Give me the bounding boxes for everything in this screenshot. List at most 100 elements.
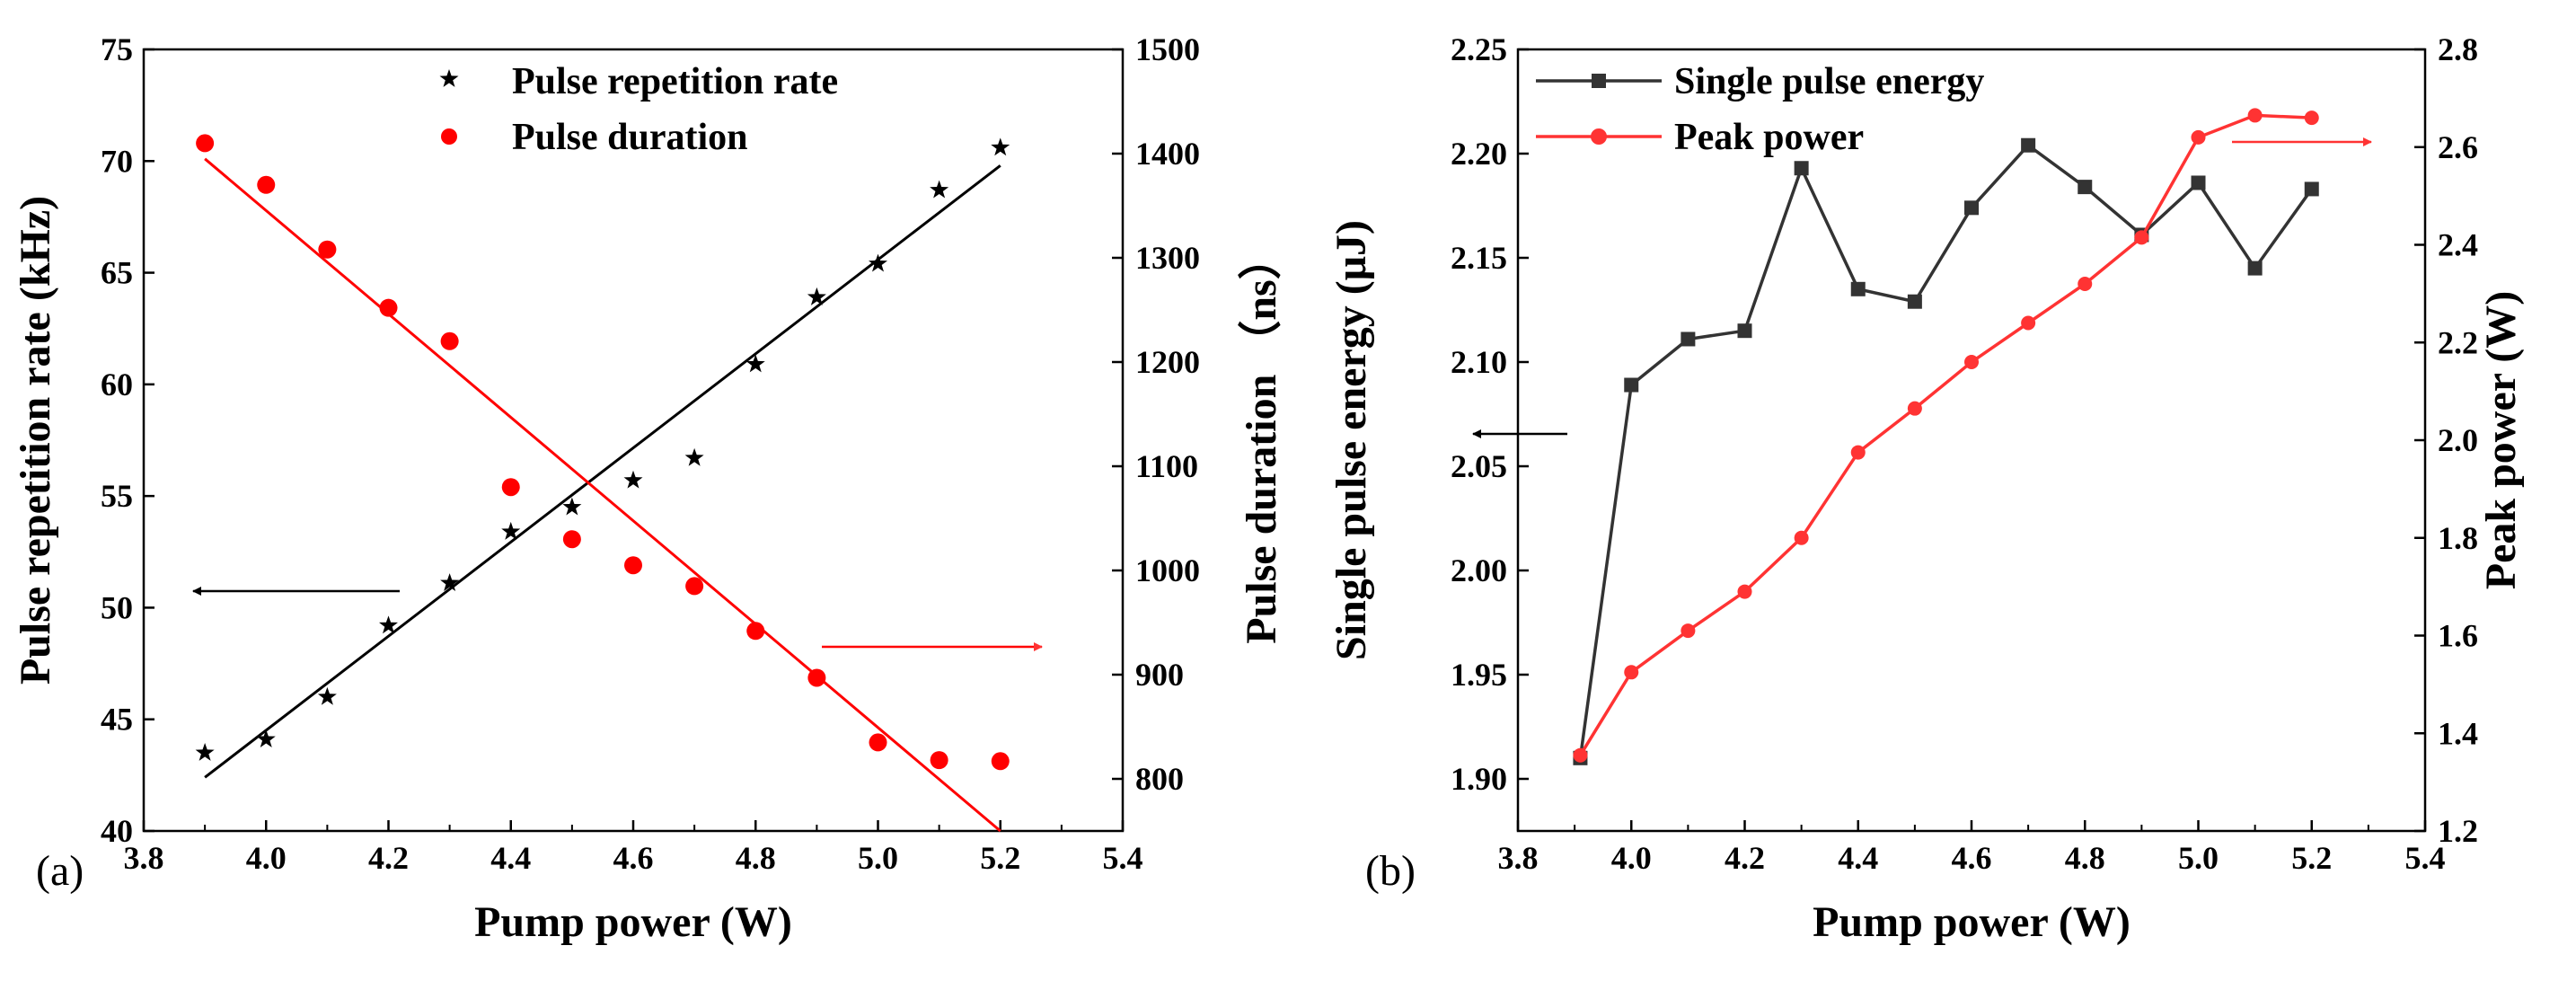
fit-line [204, 164, 1001, 779]
y2-tick-label: 2.0 [2438, 422, 2478, 458]
x-tick-label: 5.4 [2405, 840, 2446, 876]
legend-label: Peak power [1674, 117, 1864, 158]
panel-label: (b) [1365, 847, 1416, 895]
data-point [256, 729, 276, 747]
data-point [685, 577, 704, 596]
legend-label: Pulse repetition rate [512, 61, 838, 102]
x-tick-label: 4.6 [613, 840, 654, 876]
data-point [1624, 377, 1639, 393]
data-point [257, 175, 276, 194]
data-point [624, 556, 642, 575]
y2-tick-label: 1200 [1135, 344, 1200, 380]
data-point [1573, 747, 1588, 763]
series-line [1578, 113, 2312, 756]
data-point [2078, 277, 2093, 291]
data-point [2134, 230, 2149, 245]
legend-marker [1592, 74, 1606, 88]
data-point [746, 622, 765, 641]
x-tick-label: 3.8 [124, 840, 164, 876]
x-tick-label: 5.0 [858, 840, 898, 876]
data-point [318, 240, 337, 259]
y2-axis-label: Peak power (W) [2477, 291, 2525, 589]
y2-tick-label: 800 [1135, 761, 1184, 797]
data-point [2247, 261, 2263, 276]
y-tick-label: 45 [101, 702, 133, 738]
x-tick-label: 4.0 [1611, 840, 1652, 876]
x-tick-label: 4.0 [246, 840, 287, 876]
series-line [1578, 143, 2314, 759]
data-point [440, 331, 459, 350]
data-point [196, 134, 215, 153]
y2-axis-label: Pulse duration （ns） [1238, 236, 1285, 643]
data-point [2078, 180, 2093, 195]
data-point [684, 447, 704, 466]
y-tick-label: 65 [101, 255, 133, 291]
y-tick-label: 50 [101, 589, 133, 625]
x-tick-label: 5.4 [1103, 840, 1143, 876]
legend-label: Pulse duration [512, 117, 748, 158]
chart-panel-a: 3.8 4.0 4.2 4.4 4.6 4.8 5.0 5.2 5.4 40 45 50 55 60 65 7… [12, 31, 1285, 946]
plot-frame [142, 48, 1125, 833]
y-tick-label: 60 [101, 367, 133, 402]
data-point [1737, 323, 1752, 339]
plot-frame [1516, 48, 2427, 833]
data-point [2021, 137, 2036, 153]
data-point [745, 354, 765, 373]
y-tick-label: 2.20 [1451, 136, 1507, 172]
y2-tick-label: 1300 [1135, 240, 1200, 276]
data-point [2191, 175, 2206, 190]
y2-tick-label: 1100 [1135, 448, 1198, 484]
y-tick-label: 40 [101, 813, 133, 849]
data-point [869, 253, 887, 272]
y-tick-label: 2.05 [1451, 448, 1507, 484]
x-tick-label: 4.4 [490, 840, 531, 876]
y2-tick-label: 1.4 [2438, 715, 2478, 751]
y-tick-label: 2.25 [1451, 31, 1507, 67]
y2-tick-label: 1500 [1135, 31, 1200, 67]
chart-panel-b: 3.8 4.0 4.2 4.4 4.6 4.8 5.0 5.2 5.4 1.90 1.95 2.00 2… [1328, 31, 2525, 946]
legend-label: Single pulse energy [1674, 61, 1984, 102]
data-point [1794, 161, 1809, 176]
y-axis-label: Pulse repetition rate (kHz) [12, 196, 59, 685]
x-axis-label: Pump power (W) [1813, 898, 2130, 946]
y2-tick-label: 2.6 [2438, 129, 2478, 165]
data-point [1964, 355, 1979, 369]
data-point [2191, 129, 2206, 145]
x-tick-label: 4.2 [368, 840, 409, 876]
data-point [1681, 331, 1696, 347]
x-tick-label: 3.8 [1498, 840, 1539, 876]
panel-label: (a) [36, 847, 84, 895]
y-tick-label: 70 [101, 143, 133, 179]
data-point [1737, 584, 1752, 599]
y2-tick-label: 1.2 [2438, 813, 2478, 849]
y-tick-label: 2.15 [1451, 240, 1507, 276]
y2-tick-label: 2.2 [2438, 324, 2478, 360]
data-point [623, 470, 643, 489]
x-tick-label: 4.6 [1952, 840, 1992, 876]
y-axis-label: Single pulse energy (μJ) [1328, 220, 1375, 660]
data-point [1907, 401, 1922, 416]
y-tick-label: 75 [101, 31, 133, 67]
y-tick-label: 1.95 [1451, 657, 1507, 693]
y2-tick-label: 1400 [1135, 136, 1200, 172]
x-tick-label: 4.8 [2065, 840, 2105, 876]
y-tick-label: 55 [101, 478, 133, 514]
data-point [2304, 110, 2319, 126]
y2-tick-label: 1.8 [2438, 520, 2478, 556]
legend-marker [1591, 128, 1607, 145]
data-point [2021, 315, 2036, 331]
x-tick-label: 5.2 [2291, 840, 2332, 876]
data-point [1850, 281, 1866, 296]
data-point [2304, 181, 2319, 197]
data-point [1624, 665, 1639, 680]
x-tick-label: 4.4 [1838, 840, 1878, 876]
y2-tick-label: 1.6 [2438, 618, 2478, 654]
y2-tick-label: 2.4 [2438, 227, 2478, 263]
y2-tick-label: 900 [1135, 657, 1184, 693]
x-axis-label: Pump power (W) [474, 898, 792, 946]
data-point [1964, 200, 1979, 216]
data-point [930, 751, 948, 770]
fit-line [204, 157, 1001, 833]
x-tick-label: 5.2 [980, 840, 1020, 876]
